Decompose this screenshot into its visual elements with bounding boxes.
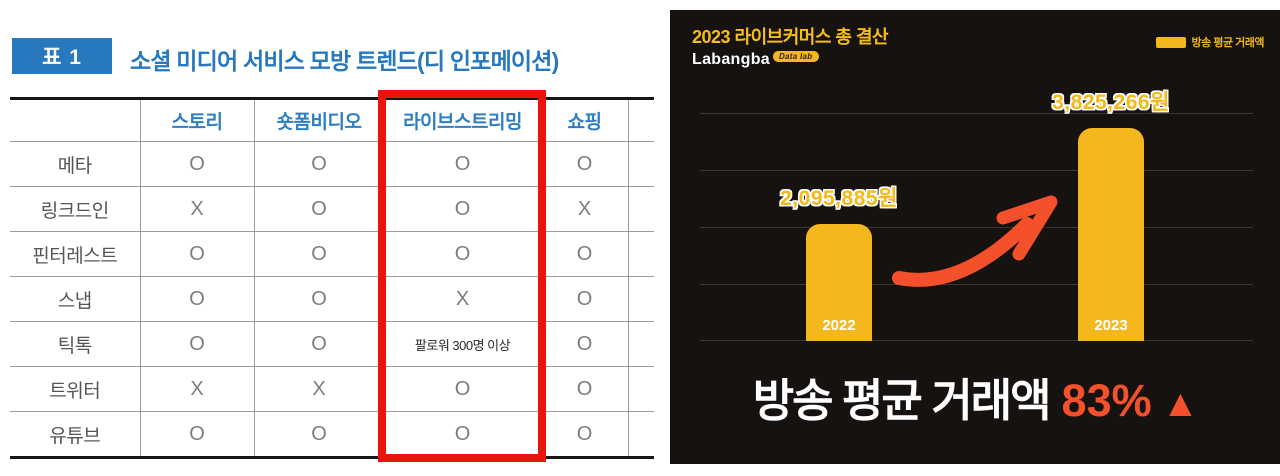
column-header-shopping: 쇼핑 xyxy=(540,98,629,142)
row-label: 링크드인 xyxy=(10,186,141,232)
cell-mark: O xyxy=(139,276,255,322)
cell-mark: O xyxy=(383,141,542,187)
cell-mark: O xyxy=(540,366,629,412)
table-row-tiktok: 틱톡 O O 팔로워 300명 이상 O xyxy=(10,321,654,367)
sliver-cell xyxy=(627,321,654,367)
cell-mark: O xyxy=(139,231,255,277)
row-label: 스냅 xyxy=(10,276,141,322)
table-row-youtube: 유튜브 O O O O xyxy=(10,411,654,458)
cell-mark: O xyxy=(540,141,629,187)
column-header-story: 스토리 xyxy=(139,98,255,142)
sliver-cell xyxy=(627,98,654,142)
sliver-cell xyxy=(627,231,654,277)
cell-mark: O xyxy=(540,276,629,322)
column-header-livestreaming: 라이브스트리밍 xyxy=(383,98,542,142)
table-row-twitter: 트위터 X X O O xyxy=(10,366,654,412)
up-triangle-icon: ▲ xyxy=(1161,383,1200,425)
row-label: 메타 xyxy=(10,141,141,187)
table-row-linkedin: 링크드인 X O O X xyxy=(10,186,654,232)
bar-group-2022: 2,095,885원 2022 xyxy=(780,113,897,341)
chart-legend: 방송 평균 거래액 xyxy=(1155,34,1265,50)
cell-mark: O xyxy=(139,141,255,187)
sliver-cell xyxy=(627,411,654,458)
row-label: 트위터 xyxy=(10,366,141,412)
cell-mark: O xyxy=(540,231,629,277)
brand-logo-text: Labangba xyxy=(692,51,770,68)
gridline xyxy=(700,227,1253,228)
legend-label: 방송 평균 거래액 xyxy=(1191,37,1265,49)
row-label: 유튜브 xyxy=(10,411,141,458)
cell-followers-note: 팔로워 300명 이상 xyxy=(383,321,542,367)
sliver-cell xyxy=(627,141,654,187)
bar-category-2022: 2022 xyxy=(822,317,856,334)
cell-mark: X xyxy=(139,186,255,232)
cell-mark: O xyxy=(253,411,385,458)
header-row: 스토리 숏폼비디오 라이브스트리밍 쇼핑 xyxy=(10,98,654,142)
bar-value-2023: 3,825,266원 xyxy=(1052,91,1170,114)
comparison-table: 스토리 숏폼비디오 라이브스트리밍 쇼핑 메타 O O O O 링크드인 X O… xyxy=(10,97,654,459)
cell-mark: O xyxy=(540,411,629,458)
cell-mark: O xyxy=(139,411,255,458)
cell-mark: O xyxy=(253,231,385,277)
sliver-cell xyxy=(627,186,654,232)
cell-mark: O xyxy=(383,186,542,232)
headline: 방송 평균 거래액 83% ▲ xyxy=(670,376,1280,426)
gridline xyxy=(700,340,1253,341)
gridline xyxy=(700,170,1253,171)
table-row-meta: 메타 O O O O xyxy=(10,141,654,187)
table-row-snap: 스냅 O O X O xyxy=(10,276,654,322)
brand-logo: Labangba Data lab xyxy=(692,51,819,69)
cell-mark: O xyxy=(253,141,385,187)
cell-mark: X xyxy=(139,366,255,412)
bar-value-2022: 2,095,885원 xyxy=(780,187,898,210)
row-label: 틱톡 xyxy=(10,321,141,367)
cell-mark: X xyxy=(383,276,542,322)
growth-arrow-icon xyxy=(892,195,1058,287)
cell-mark: X xyxy=(540,186,629,232)
bar-2023: 2023 xyxy=(1078,128,1144,341)
bar-group-2023: 3,825,266원 2023 xyxy=(1052,91,1169,341)
cell-mark: O xyxy=(383,411,542,458)
sliver-cell xyxy=(627,366,654,412)
gridline xyxy=(700,113,1253,114)
table-row-pinterest: 핀터레스트 O O O O xyxy=(10,231,654,277)
cell-mark: O xyxy=(253,276,385,322)
table-tag: 표 1 xyxy=(12,38,112,74)
corner-cell xyxy=(10,98,141,142)
page-title: 소셜 미디어 서비스 모방 트렌드(디 인포메이션) xyxy=(130,48,559,74)
gridline xyxy=(700,284,1253,285)
cell-mark: O xyxy=(383,231,542,277)
column-header-shortform: 숏폼비디오 xyxy=(253,98,385,142)
row-label: 핀터레스트 xyxy=(10,231,141,277)
sliver-cell xyxy=(627,276,654,322)
cell-mark: O xyxy=(383,366,542,412)
headline-percent: 83% xyxy=(1061,375,1152,426)
bar-chart: 2,095,885원 2022 3,825,266원 2023 xyxy=(700,91,1253,341)
bar-2022: 2022 xyxy=(806,224,872,341)
cell-mark: X xyxy=(253,366,385,412)
infographic-title: 2023 라이브커머스 총 결산 xyxy=(692,27,889,47)
headline-text: 방송 평균 거래액 xyxy=(752,375,1052,426)
infographic-panel: 2023 라이브커머스 총 결산 Labangba Data lab 방송 평균 … xyxy=(670,10,1280,464)
bar-category-2023: 2023 xyxy=(1094,317,1128,334)
brand-logo-badge: Data lab xyxy=(772,51,819,62)
cell-mark: O xyxy=(253,321,385,367)
cell-mark: O xyxy=(253,186,385,232)
cell-mark: O xyxy=(540,321,629,367)
cell-mark: O xyxy=(139,321,255,367)
legend-swatch-icon xyxy=(1155,36,1186,48)
